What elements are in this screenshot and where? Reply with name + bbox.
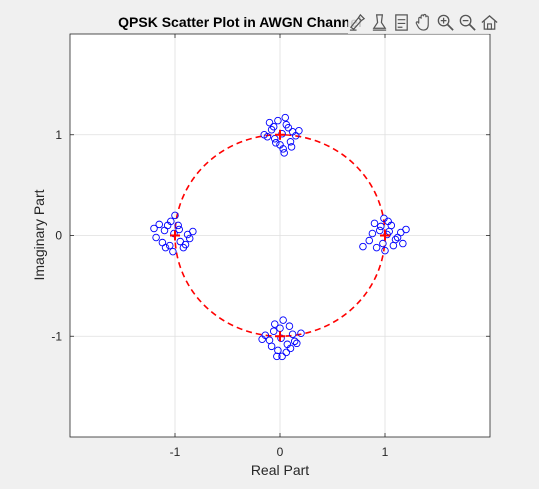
received-symbol-point[interactable] [290, 337, 299, 346]
received-symbol-point[interactable] [376, 226, 384, 235]
received-symbol-point[interactable] [372, 243, 381, 252]
received-symbol-point[interactable] [165, 241, 174, 250]
received-symbol-point[interactable] [393, 233, 402, 242]
data-tip-icon [372, 13, 387, 31]
y-axis-label: Imaginary Part [31, 189, 47, 280]
received-symbol-point[interactable] [150, 224, 158, 233]
received-symbol-point[interactable] [185, 234, 194, 243]
received-symbol-point[interactable] [379, 239, 387, 248]
restore-view-icon [395, 13, 408, 31]
received-symbol-point[interactable] [152, 233, 160, 242]
pan-button[interactable] [414, 11, 433, 33]
received-symbol-point[interactable] [155, 220, 163, 229]
received-symbol-point[interactable] [284, 123, 293, 132]
received-symbol-point[interactable] [175, 225, 183, 234]
brush-button[interactable] [348, 11, 367, 33]
received-symbol-point[interactable] [402, 225, 410, 234]
received-symbol-point[interactable] [285, 322, 294, 330]
received-symbol-point[interactable] [258, 335, 266, 344]
received-symbol-point[interactable] [279, 316, 287, 324]
zoom-out-icon [459, 14, 476, 31]
ideal-constellation-point[interactable] [275, 129, 285, 140]
data-points-layer [150, 113, 410, 361]
data-tip-button[interactable] [370, 11, 389, 33]
received-symbol-point[interactable] [359, 242, 367, 251]
brush-icon [349, 13, 366, 31]
received-symbol-point[interactable] [161, 243, 170, 252]
received-symbol-point[interactable] [281, 113, 290, 122]
pan-icon [415, 13, 429, 31]
received-symbol-point[interactable] [399, 239, 407, 248]
received-symbol-point[interactable] [189, 227, 197, 236]
received-symbol-point[interactable] [293, 339, 301, 348]
home-icon [481, 14, 498, 30]
restore-view-button[interactable] [392, 11, 411, 33]
x-tick-label: -1 [170, 445, 181, 459]
received-symbol-point[interactable] [377, 222, 385, 231]
received-symbol-point[interactable] [273, 352, 281, 361]
received-symbol-point[interactable] [278, 352, 286, 361]
x-tick-label: 0 [277, 445, 284, 459]
received-symbol-point[interactable] [380, 214, 388, 223]
received-symbol-point[interactable] [181, 240, 190, 249]
zoom-in-icon [437, 14, 454, 31]
received-symbol-point[interactable] [260, 130, 269, 139]
received-symbol-point[interactable] [370, 219, 379, 228]
received-symbol-point[interactable] [269, 327, 278, 335]
received-symbol-point[interactable] [288, 330, 297, 338]
received-symbol-point[interactable] [280, 149, 288, 157]
received-symbol-point[interactable] [389, 241, 398, 250]
received-symbol-point[interactable] [295, 126, 303, 135]
received-symbol-point[interactable] [282, 348, 291, 357]
chart-title: QPSK Scatter Plot in AWGN Channel [118, 14, 362, 30]
ideal-constellation-point[interactable] [275, 331, 285, 342]
received-symbol-point[interactable] [286, 344, 295, 353]
y-tick-label: 0 [55, 229, 62, 243]
received-symbol-point[interactable] [269, 122, 278, 131]
received-symbol-point[interactable] [277, 334, 285, 343]
ideal-constellation-point[interactable] [380, 230, 390, 241]
x-tick-label: 1 [382, 445, 389, 459]
received-symbol-point[interactable] [365, 236, 374, 245]
received-symbol-point[interactable] [278, 129, 286, 138]
received-symbol-point[interactable] [169, 247, 177, 256]
received-symbol-point[interactable] [297, 329, 305, 337]
received-symbol-point[interactable] [368, 229, 377, 238]
received-symbol-point[interactable] [274, 116, 282, 125]
received-symbol-point[interactable] [267, 342, 276, 351]
received-symbol-point[interactable] [171, 211, 179, 220]
x-axis-label: Real Part [251, 462, 309, 478]
y-tick-label: -1 [51, 329, 62, 343]
ideal-constellation-point[interactable] [170, 230, 180, 241]
received-symbol-point[interactable] [170, 229, 178, 238]
received-symbol-point[interactable] [276, 141, 284, 149]
received-symbol-point[interactable] [163, 221, 172, 230]
received-symbol-point[interactable] [381, 246, 389, 255]
received-symbol-point[interactable] [271, 320, 279, 328]
ticks-layer: -1 0 1 -1 0 1 [51, 34, 490, 459]
zoom-out-button[interactable] [458, 11, 477, 33]
received-symbol-point[interactable] [174, 221, 182, 230]
received-symbol-point[interactable] [271, 135, 279, 143]
received-symbol-point[interactable] [287, 143, 296, 151]
received-symbol-point[interactable] [272, 139, 280, 147]
received-symbol-point[interactable] [265, 118, 274, 127]
received-symbol-point[interactable] [286, 138, 295, 146]
zoom-in-button[interactable] [436, 11, 455, 33]
home-button[interactable] [480, 11, 499, 33]
y-tick-label: 1 [55, 128, 62, 142]
axes-toolbar [348, 10, 499, 34]
